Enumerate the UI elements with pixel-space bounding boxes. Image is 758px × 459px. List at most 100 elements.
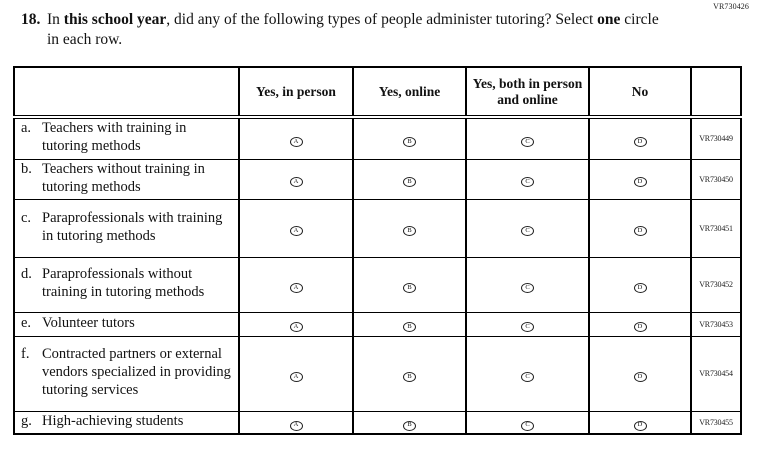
row-prefix: g. xyxy=(21,412,32,429)
cell-a-yes-both: C xyxy=(465,116,590,160)
cell-g-yes-both: C xyxy=(465,410,590,435)
bubble-letter: A xyxy=(293,421,299,429)
answer-bubble-d[interactable]: D xyxy=(633,226,647,237)
cell-e-yes-online: B xyxy=(352,311,467,337)
answer-bubble-a[interactable]: A xyxy=(289,282,303,293)
cell-f-yes-online: B xyxy=(352,335,467,412)
question-text-mid: , did any of the following types of peop… xyxy=(166,11,598,28)
tutoring-administrators-table: Yes, in person Yes, online Yes, both in … xyxy=(13,66,742,435)
answer-bubble-b[interactable]: B xyxy=(403,177,416,188)
answer-bubble-c[interactable]: C xyxy=(521,226,534,237)
row-label-text: High-achieving students xyxy=(42,412,184,429)
question-block: 18. In this school year, did any of the … xyxy=(21,10,669,50)
header-row: Yes, in person Yes, online Yes, both in … xyxy=(13,66,742,119)
answer-bubble-a[interactable]: A xyxy=(289,177,303,188)
row-code-f: VR730454 xyxy=(690,335,742,412)
row-label-a: a. Teachers with training in tutoring met… xyxy=(13,116,240,160)
answer-bubble-b[interactable]: B xyxy=(403,282,416,293)
bubble-letter: A xyxy=(293,372,299,380)
row-code-g: VR730455 xyxy=(690,410,742,435)
empty-header-cell xyxy=(13,66,240,119)
table-row-g: g. High-achieving students A B C D VR7304… xyxy=(13,410,742,435)
answer-bubble-a[interactable]: A xyxy=(289,322,303,333)
answer-bubble-c[interactable]: C xyxy=(521,177,534,188)
answer-bubble-d[interactable]: D xyxy=(633,282,647,293)
row-prefix: e. xyxy=(21,314,32,331)
answer-bubble-b[interactable]: B xyxy=(403,371,416,382)
table-row-b: b. Teachers without training in tutoring … xyxy=(13,158,742,200)
bubble-letter: D xyxy=(637,421,643,429)
cell-e-yes-both: C xyxy=(465,311,590,337)
row-code-c: VR730451 xyxy=(690,198,742,258)
form-code-top-right: VR730426 xyxy=(713,2,749,11)
column-header-yes-online: Yes, online xyxy=(352,66,467,119)
bubble-letter: D xyxy=(637,323,643,330)
row-label-d: d. Paraprofessionals without training in … xyxy=(13,256,240,313)
table-row-a: a. Teachers with training in tutoring met… xyxy=(13,116,742,160)
bubble-letter: C xyxy=(525,372,530,380)
cell-d-yes-online: B xyxy=(352,256,467,313)
column-header-yes-in-person: Yes, in person xyxy=(238,66,354,119)
column-header-yes-both: Yes, both in person and online xyxy=(465,66,590,119)
row-code-b: VR730450 xyxy=(690,158,742,200)
answer-bubble-c[interactable]: C xyxy=(521,371,534,382)
answer-bubble-a[interactable]: A xyxy=(289,137,303,147)
table-row-e: e. Volunteer tutors A B C D VR730453 xyxy=(13,311,742,337)
code-column-header xyxy=(690,66,742,119)
answer-bubble-b[interactable]: B xyxy=(403,420,416,431)
row-code-a: VR730449 xyxy=(690,116,742,160)
bubble-letter: D xyxy=(637,283,643,291)
answer-bubble-d[interactable]: D xyxy=(633,177,647,188)
bubble-letter: C xyxy=(525,137,530,145)
answer-bubble-c[interactable]: C xyxy=(521,322,534,333)
answer-bubble-d[interactable]: D xyxy=(633,322,647,333)
cell-d-yes-both: C xyxy=(465,256,590,313)
answer-bubble-a[interactable]: A xyxy=(289,420,303,431)
answer-bubble-c[interactable]: C xyxy=(521,420,534,431)
cell-e-yes-in-person: A xyxy=(238,311,354,337)
cell-d-yes-in-person: A xyxy=(238,256,354,313)
answer-bubble-d[interactable]: D xyxy=(633,371,647,382)
row-prefix: f. xyxy=(21,346,30,363)
cell-c-no: D xyxy=(588,198,692,258)
answer-bubble-a[interactable]: A xyxy=(289,371,303,382)
row-label-b: b. Teachers without training in tutoring … xyxy=(13,158,240,200)
answer-bubble-b[interactable]: B xyxy=(403,137,416,147)
bubble-letter: B xyxy=(407,372,412,380)
column-header-no: No xyxy=(588,66,692,119)
row-prefix: a. xyxy=(21,120,32,137)
cell-e-no: D xyxy=(588,311,692,337)
bubble-letter: B xyxy=(407,283,412,291)
question-text-bold-one: one xyxy=(597,11,621,28)
bubble-letter: C xyxy=(525,323,530,330)
bubble-letter: C xyxy=(525,283,530,291)
bubble-letter: D xyxy=(637,137,643,145)
bubble-letter: C xyxy=(525,178,530,185)
answer-bubble-b[interactable]: B xyxy=(403,226,416,237)
bubble-letter: A xyxy=(293,283,299,291)
cell-b-yes-both: C xyxy=(465,158,590,200)
answer-bubble-a[interactable]: A xyxy=(289,226,303,237)
cell-d-no: D xyxy=(588,256,692,313)
row-label-f: f. Contracted partners or external vendor… xyxy=(13,335,240,412)
cell-c-yes-in-person: A xyxy=(238,198,354,258)
answer-bubble-b[interactable]: B xyxy=(403,322,416,333)
answer-bubble-d[interactable]: D xyxy=(633,137,647,147)
answer-bubble-c[interactable]: C xyxy=(521,137,534,147)
row-prefix: d. xyxy=(21,266,32,283)
cell-b-yes-online: B xyxy=(352,158,467,200)
bubble-letter: B xyxy=(407,421,412,429)
bubble-letter: B xyxy=(407,178,412,185)
row-label-text: Contracted partners or external vendors … xyxy=(42,346,231,398)
cell-g-yes-online: B xyxy=(352,410,467,435)
row-label-text: Teachers with training in tutoring metho… xyxy=(42,120,187,155)
cell-a-no: D xyxy=(588,116,692,160)
cell-f-yes-in-person: A xyxy=(238,335,354,412)
table-row-d: d. Paraprofessionals without training in … xyxy=(13,256,742,313)
answer-bubble-c[interactable]: C xyxy=(521,282,534,293)
question-number: 18. xyxy=(21,11,41,28)
answer-bubble-d[interactable]: D xyxy=(633,420,647,431)
bubble-letter: B xyxy=(407,137,412,145)
cell-c-yes-both: C xyxy=(465,198,590,258)
